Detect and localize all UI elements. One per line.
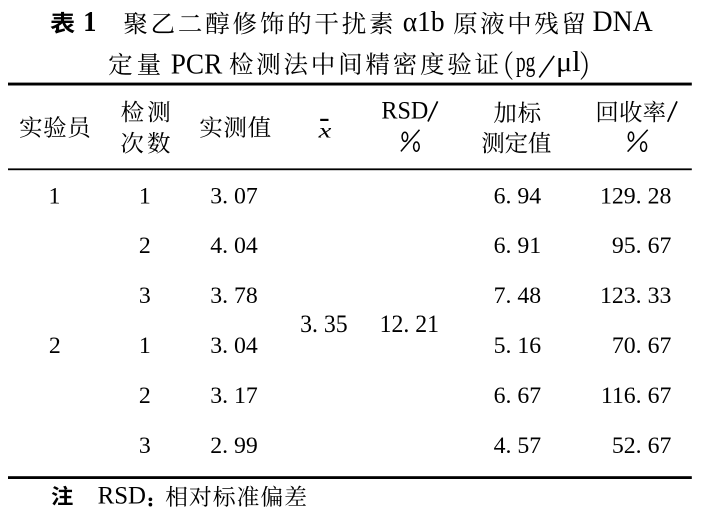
svg-text:2: 2 — [49, 333, 61, 359]
svg-text:2. 99: 2. 99 — [210, 433, 258, 459]
svg-text:1: 1 — [139, 183, 151, 209]
svg-text:3. 78: 3. 78 — [210, 283, 258, 309]
svg-text:129. 28: 129. 28 — [600, 183, 671, 209]
svg-text:PCR: PCR — [171, 49, 223, 81]
svg-text:70. 67: 70. 67 — [612, 333, 672, 359]
svg-text:2: 2 — [139, 383, 151, 409]
svg-text:95. 67: 95. 67 — [612, 233, 672, 259]
svg-text:6. 94: 6. 94 — [494, 183, 542, 209]
svg-text:1: 1 — [139, 333, 151, 359]
svg-text:1: 1 — [83, 6, 96, 37]
svg-text:5. 16: 5. 16 — [494, 333, 542, 359]
svg-text:52. 67: 52. 67 — [612, 433, 672, 459]
svg-text:3. 04: 3. 04 — [210, 333, 258, 359]
svg-text:3. 17: 3. 17 — [210, 383, 258, 409]
svg-text:4. 04: 4. 04 — [210, 233, 258, 259]
svg-text:DNA: DNA — [593, 6, 654, 38]
svg-text:4. 57: 4. 57 — [494, 433, 542, 459]
svg-text:123. 33: 123. 33 — [600, 283, 671, 309]
svg-text:3. 07: 3. 07 — [210, 183, 258, 209]
svg-text:12. 21: 12. 21 — [380, 311, 439, 339]
svg-text:μl: μl — [556, 47, 581, 78]
svg-text:7. 48: 7. 48 — [494, 283, 542, 309]
svg-text:116. 67: 116. 67 — [601, 383, 672, 409]
svg-text:2: 2 — [139, 233, 151, 259]
svg-text:3: 3 — [139, 283, 151, 309]
svg-text:pg: pg — [516, 48, 535, 78]
svg-text:x: x — [318, 119, 333, 143]
svg-text:RSD: RSD — [98, 482, 146, 509]
svg-text:6. 67: 6. 67 — [494, 383, 542, 409]
svg-text:6. 91: 6. 91 — [494, 233, 542, 259]
svg-text:3: 3 — [139, 433, 151, 459]
svg-text:RSD: RSD — [381, 97, 428, 125]
svg-text:1: 1 — [48, 183, 60, 209]
svg-text:α1b: α1b — [403, 6, 445, 37]
svg-text:3. 35: 3. 35 — [300, 311, 348, 339]
